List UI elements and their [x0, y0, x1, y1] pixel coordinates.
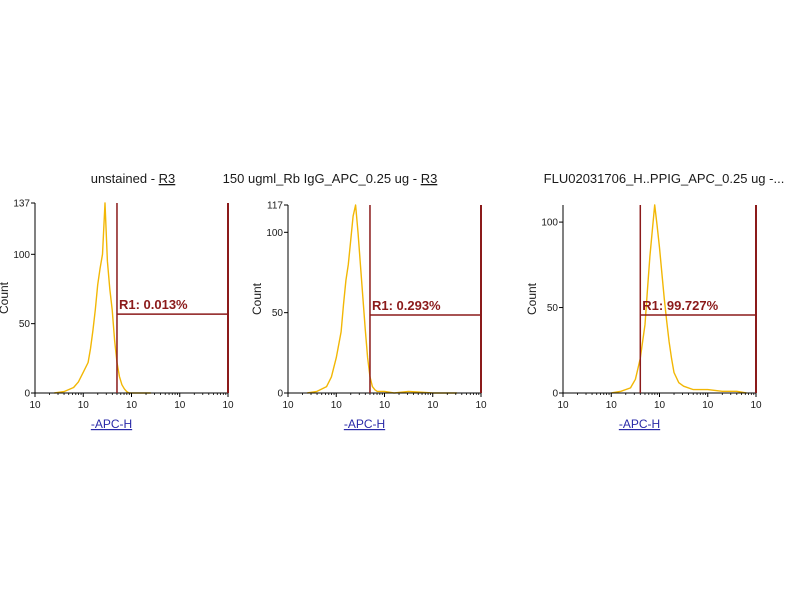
panel-title-gate-link[interactable]: R3 — [421, 171, 438, 186]
y-tick-label: 100 — [13, 250, 30, 261]
y-tick-label: 117 — [267, 201, 283, 212]
panel-title-text: FLU02031706_H..PPIG_APC_0.25 ug -... — [544, 171, 785, 186]
y-tick-label: 100 — [266, 228, 283, 239]
x-tick-label: 10 — [222, 400, 234, 411]
x-axis-label[interactable]: -APC-H — [344, 417, 385, 431]
histogram-panel-3: FLU02031706_H..PPIG_APC_0.25 ug -... 0 50 1… — [525, 171, 784, 431]
gate-percent-label: R1: 99.727% — [642, 298, 718, 313]
y-axis-label: Count — [250, 282, 264, 315]
panel-title: unstained - R3 — [91, 171, 176, 186]
x-tick-label: 10 — [557, 400, 569, 411]
x-tick-label: 10 — [702, 400, 714, 411]
gate-percent-label: R1: 0.293% — [372, 298, 441, 313]
x-tick-label: 10 — [331, 400, 343, 411]
x-tick-label: 10 — [606, 400, 618, 411]
panel-title: 150 ugml_Rb IgG_APC_0.25 ug - R3 — [223, 171, 438, 186]
x-tick-label: 10 — [126, 400, 138, 411]
x-axis-label[interactable]: -APC-H — [619, 417, 660, 431]
panel-title-text: 150 ugml_Rb IgG_APC_0.25 ug - — [223, 171, 421, 186]
y-axis-label: Count — [0, 281, 11, 314]
y-axis-label: Count — [525, 282, 539, 315]
y-tick-label: 50 — [272, 308, 284, 319]
y-tick-label: 137 — [13, 199, 30, 210]
x-axis-label[interactable]: -APC-H — [91, 417, 132, 431]
y-tick-label: 0 — [277, 389, 283, 400]
y-tick-label: 0 — [24, 389, 30, 400]
x-tick-label: 10 — [78, 400, 90, 411]
histogram-series-line — [307, 204, 457, 394]
histogram-panel-2: 150 ugml_Rb IgG_APC_0.25 ug - R3 0 50 100 11… — [223, 171, 487, 431]
x-tick-label: 10 — [379, 400, 391, 411]
panel-title-text: unstained - — [91, 171, 159, 186]
x-tick-label: 10 — [654, 400, 666, 411]
x-tick-label: 10 — [29, 400, 41, 411]
panel-title-gate-link[interactable]: R3 — [159, 171, 176, 186]
x-tick-label: 10 — [174, 400, 186, 411]
x-tick-label: 10 — [427, 400, 439, 411]
y-tick-label: 50 — [547, 303, 559, 314]
x-tick-label: 10 — [282, 400, 294, 411]
x-tick-label: 10 — [750, 400, 762, 411]
y-tick-label: 0 — [552, 389, 558, 400]
x-tick-label: 10 — [475, 400, 487, 411]
panel-title: FLU02031706_H..PPIG_APC_0.25 ug -... — [544, 171, 785, 186]
y-tick-label: 100 — [541, 218, 558, 229]
histogram-panel-1: unstained - R3 0 50 100 137 10 10 10 10 10 Count -A… — [0, 171, 234, 431]
y-tick-label: 50 — [19, 319, 31, 330]
gate-percent-label: R1: 0.013% — [119, 297, 188, 312]
